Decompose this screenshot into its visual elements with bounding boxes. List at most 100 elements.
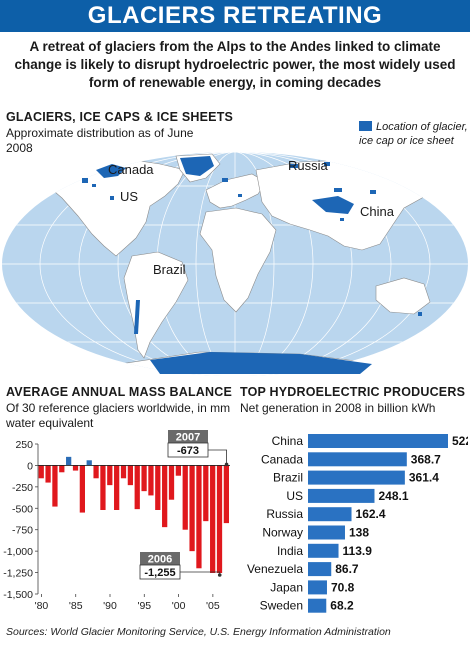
glacier-greenland [180,156,214,176]
hydro-category-label: Norway [262,526,303,540]
callout-year: 2006 [148,554,172,566]
hydro-category-label: Venezuela [247,562,303,576]
glacier-novaya-zemlya [324,162,330,166]
x-tick-label: '80 [35,600,49,612]
y-tick-label: -1,250 [3,568,33,580]
mass-bar [100,465,106,510]
callout-year-box [168,430,208,443]
africa [199,207,277,313]
mass-bar [66,456,72,466]
mass-bar [168,465,175,500]
hydro-value-label: 522.4 [452,434,468,448]
hydro-value-label: 86.7 [335,562,359,576]
mass-balance-subtitle: Of 30 reference glaciers worldwide, in m… [6,401,231,430]
hydro-bar [308,562,332,577]
map-legend: Location of glacier, ice cap or ice shee… [359,120,469,148]
mass-bar [175,465,181,476]
hydro-bar [308,598,327,613]
hydro-value-label: 361.4 [409,471,439,485]
callout-dot [224,462,229,467]
map-label-us: US [120,189,139,204]
glacier-tien-shan [334,188,342,192]
page-title: GLACIERS RETREATING [87,2,383,29]
mass-bar [86,460,92,466]
y-tick-label: -500 [12,503,33,515]
y-tick-label: 250 [15,439,33,451]
hydro-bar [308,507,352,522]
glacier-himalaya [312,196,354,214]
hydro-bar [308,580,327,595]
mass-bar [45,465,51,483]
legend-swatch [359,121,372,131]
hydro-value-label: 248.1 [378,489,408,503]
map-label-china: China [360,204,394,219]
hydro-title: TOP HYDROELECTRIC PRODUCERS [240,385,466,399]
hydro-value-label: 70.8 [331,580,355,594]
mass-bar [127,465,133,486]
mass-bar [196,465,202,569]
glacier-alps [238,194,242,197]
hydro-bar [308,543,339,558]
mass-bar [155,465,161,510]
glacier-tibet [340,218,344,221]
hydro-value-label: 68.2 [330,599,354,613]
legend-label: Location of glacier, ice cap or ice shee… [359,121,468,147]
hydro-category-label: Russia [266,507,303,521]
mass-bar [182,465,188,530]
mass-bar [93,465,99,479]
x-tick-label: '05 [206,600,220,612]
header-banner [0,0,470,32]
callout-value: -673 [177,445,199,457]
glacier-andes [134,300,140,334]
mass-balance-title: AVERAGE ANNUAL MASS BALANCE [6,385,233,399]
hydro-category-label: India [277,544,303,558]
hydro-subtitle: Net generation in 2008 in billion kWh [240,401,436,415]
hydro-value-label: 138 [349,526,369,540]
mass-bar [72,465,79,471]
callout-value: -1,255 [144,567,175,579]
hydro-value-label: 113.9 [343,544,373,558]
mass-bar [162,465,168,528]
callout-leader [208,449,227,465]
x-tick-label: '00 [172,600,186,612]
glacier-new-zealand [418,312,422,316]
sources-note: Sources: World Glacier Monitoring Servic… [6,626,391,638]
mass-bar [79,465,85,513]
glacier-antarctica [150,352,372,374]
south-america [123,251,189,359]
europe [205,173,267,209]
mass-bar [59,465,65,473]
map-label-brazil: Brazil [153,262,186,277]
hydro-chart: China 522.4 Canada 368.7 Brazil 361.4 US 248.1 R… [247,434,468,613]
hydro-bar [308,434,448,448]
mass-balance-chart: 250 0 -250 -500 -750 -1,000 -1,250 -1,500'80 '85… [3,430,230,612]
glacier-arctic-canada [96,164,126,178]
y-tick-label: -250 [12,482,33,494]
glacier-svalbard [290,164,298,168]
hydro-category-label: Japan [270,580,303,594]
x-tick-label: '85 [69,600,83,612]
callout-year-box [140,552,180,565]
page-subtitle: A retreat of glaciers from the Alps to t… [14,39,456,90]
glacier-siberia [370,190,376,194]
x-tick-label: '90 [103,600,117,612]
mass-bar [203,465,209,522]
hydro-category-label: Sweden [260,599,303,613]
mass-bar [223,465,229,524]
glacier-scandinavia [222,178,228,182]
hydro-value-label: 368.7 [411,452,441,466]
hydro-bar [308,470,405,485]
mass-bar [114,465,120,510]
hydro-bar [308,525,345,540]
y-tick-label: -1,000 [3,546,33,558]
mass-bar [216,465,223,573]
map-label-russia: Russia [288,158,328,173]
hydro-category-label: Canada [261,452,303,466]
north-america [39,157,186,257]
hydro-value-label: 162.4 [356,507,386,521]
australia [375,277,431,315]
mass-bar [148,465,154,496]
hydro-category-label: China [272,434,304,448]
glacier-rockies [110,196,114,200]
mass-bar [189,465,195,552]
